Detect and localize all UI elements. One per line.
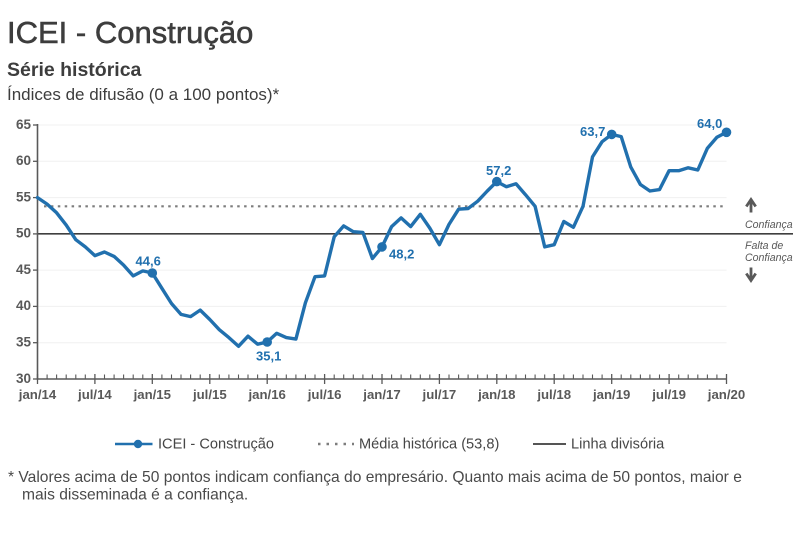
svg-text:63,7: 63,7 bbox=[580, 124, 605, 139]
svg-text:jan/15: jan/15 bbox=[133, 387, 171, 402]
svg-text:50: 50 bbox=[16, 226, 31, 241]
svg-text:jan/16: jan/16 bbox=[248, 387, 286, 402]
svg-text:jul/15: jul/15 bbox=[192, 387, 227, 402]
svg-text:jan/19: jan/19 bbox=[592, 387, 630, 402]
svg-text:Confiança: Confiança bbox=[745, 219, 793, 231]
svg-text:jul/18: jul/18 bbox=[536, 387, 571, 402]
svg-text:35,1: 35,1 bbox=[256, 349, 281, 364]
svg-text:35: 35 bbox=[16, 335, 32, 350]
svg-text:60: 60 bbox=[16, 153, 31, 168]
svg-text:Confiança: Confiança bbox=[745, 252, 793, 264]
svg-text:jan/17: jan/17 bbox=[362, 387, 400, 402]
svg-text:jan/20: jan/20 bbox=[707, 387, 745, 402]
svg-text:jul/17: jul/17 bbox=[422, 387, 457, 402]
svg-text:jul/16: jul/16 bbox=[307, 387, 342, 402]
svg-text:55: 55 bbox=[16, 189, 32, 204]
svg-text:44,6: 44,6 bbox=[136, 254, 161, 269]
svg-text:Série histórica: Série histórica bbox=[7, 59, 142, 81]
svg-text:64,0: 64,0 bbox=[697, 116, 722, 131]
svg-text:48,2: 48,2 bbox=[389, 247, 414, 262]
svg-text:57,2: 57,2 bbox=[486, 163, 511, 178]
svg-text:65: 65 bbox=[16, 117, 32, 132]
svg-text:Índices de difusão (0 a 100 po: Índices de difusão (0 a 100 pontos)* bbox=[7, 85, 280, 104]
svg-text:* Valores acima de 50 pontos i: * Valores acima de 50 pontos indicam con… bbox=[8, 469, 742, 486]
svg-text:ICEI - Construção: ICEI - Construção bbox=[7, 15, 253, 50]
svg-text:40: 40 bbox=[16, 298, 31, 313]
svg-text:45: 45 bbox=[16, 262, 32, 277]
svg-text:jan/14: jan/14 bbox=[18, 387, 57, 402]
svg-text:ICEI - Construção: ICEI - Construção bbox=[158, 437, 274, 453]
svg-text:mais disseminada é a confiança: mais disseminada é a confiança. bbox=[22, 487, 248, 504]
svg-text:jul/19: jul/19 bbox=[651, 387, 686, 402]
svg-text:Linha divisória: Linha divisória bbox=[571, 437, 665, 453]
svg-text:30: 30 bbox=[16, 371, 31, 386]
svg-text:Falta de: Falta de bbox=[745, 240, 783, 252]
svg-text:Média histórica (53,8): Média histórica (53,8) bbox=[359, 437, 499, 453]
svg-text:jul/14: jul/14 bbox=[77, 387, 112, 402]
svg-text:jan/18: jan/18 bbox=[477, 387, 515, 402]
